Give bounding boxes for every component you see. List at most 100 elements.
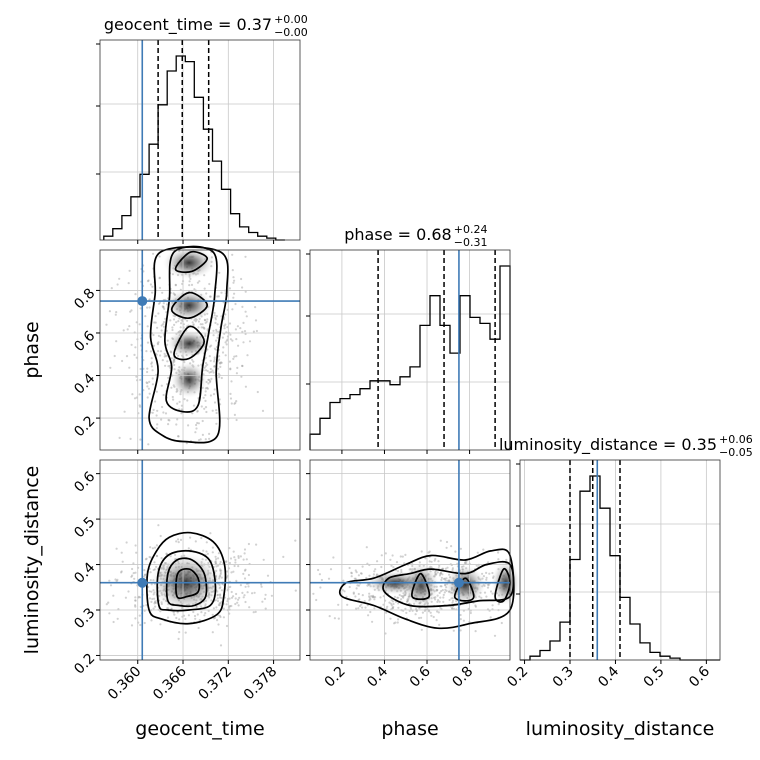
- scatter-point: [243, 548, 247, 551]
- scatter-point: [235, 372, 238, 375]
- scatter-point: [146, 325, 149, 328]
- scatter-point: [204, 356, 207, 359]
- scatter-point: [255, 543, 258, 546]
- scatter-point: [452, 629, 455, 632]
- scatter-point: [184, 617, 187, 621]
- scatter-point: [151, 291, 154, 294]
- scatter-point: [404, 607, 407, 610]
- scatter-point: [232, 595, 235, 598]
- scatter-point: [167, 423, 170, 426]
- scatter-point: [206, 363, 209, 366]
- contour-line: [411, 572, 431, 601]
- scatter-point: [204, 406, 208, 409]
- scatter-point: [244, 385, 247, 388]
- scatter-point: [115, 311, 118, 314]
- scatter-point: [231, 269, 234, 272]
- scatter-point: [363, 600, 366, 603]
- scatter-point: [392, 566, 395, 569]
- scatter-point: [139, 367, 142, 371]
- scatter-point: [200, 405, 203, 408]
- scatter-point: [404, 553, 407, 557]
- scatter-point: [485, 576, 488, 579]
- scatter-point: [195, 427, 198, 430]
- scatter-point: [160, 324, 163, 327]
- scatter-point: [217, 372, 220, 375]
- scatter-point: [121, 560, 124, 563]
- scatter-point: [214, 318, 217, 321]
- scatter-point: [105, 323, 108, 326]
- scatter-point: [225, 603, 228, 606]
- scatter-point: [209, 359, 212, 362]
- scatter-point: [229, 557, 233, 560]
- scatter-point: [139, 623, 142, 627]
- scatter-point: [146, 385, 149, 388]
- scatter-point: [204, 612, 207, 615]
- scatter-point: [124, 596, 127, 599]
- y-tick-label: 0.2: [71, 651, 98, 678]
- scatter-point: [232, 550, 235, 553]
- scatter-point: [203, 407, 206, 410]
- scatter-point: [134, 605, 137, 608]
- scatter-point: [160, 557, 163, 560]
- scatter-point: [149, 350, 152, 353]
- scatter-point: [177, 435, 180, 438]
- scatter-point: [241, 286, 244, 289]
- scatter-point: [371, 620, 374, 623]
- scatter-point: [170, 357, 173, 360]
- scatter-point: [217, 557, 220, 560]
- scatter-point: [232, 281, 235, 284]
- scatter-point: [237, 556, 240, 560]
- scatter-point: [239, 584, 242, 587]
- scatter-point: [452, 607, 456, 611]
- scatter-point: [237, 604, 240, 607]
- scatter-point: [442, 596, 445, 599]
- y-axis-label: phase: [21, 321, 43, 378]
- scatter-point: [246, 591, 249, 594]
- scatter-point: [116, 617, 119, 620]
- scatter-point: [241, 364, 244, 367]
- scatter-point: [373, 607, 376, 610]
- scatter-point: [201, 433, 204, 436]
- y-tick-label: 0.5: [71, 514, 98, 541]
- scatter-point: [440, 576, 443, 579]
- scatter-point: [200, 611, 203, 614]
- scatter-point: [105, 603, 108, 606]
- scatter-point: [146, 382, 149, 385]
- scatter-point: [196, 421, 199, 425]
- scatter-point: [497, 603, 500, 606]
- scatter-panel-geocent_time-phase: [99, 249, 301, 451]
- scatter-point: [261, 600, 264, 603]
- scatter-point: [232, 276, 235, 279]
- scatter-point: [486, 583, 490, 586]
- scatter-point: [131, 567, 134, 571]
- scatter-point: [224, 313, 227, 316]
- scatter-point: [134, 571, 137, 574]
- truth-point: [453, 577, 464, 588]
- scatter-point: [204, 365, 207, 368]
- scatter-point: [260, 583, 263, 586]
- histogram-panel-geocent_time: [99, 39, 301, 241]
- scatter-point: [428, 560, 431, 563]
- scatter-point: [148, 597, 152, 600]
- scatter-point: [244, 310, 247, 313]
- scatter-point: [451, 567, 454, 570]
- scatter-point: [199, 438, 202, 441]
- scatter-point: [116, 283, 119, 286]
- scatter-point: [149, 556, 152, 559]
- scatter-point: [401, 595, 404, 598]
- scatter-point: [155, 544, 158, 547]
- scatter-point: [197, 626, 200, 630]
- scatter-point: [229, 368, 232, 371]
- scatter-point: [150, 362, 153, 365]
- scatter-point: [270, 594, 273, 597]
- contour-line: [156, 549, 217, 612]
- scatter-point: [177, 435, 180, 438]
- scatter-point: [151, 411, 154, 414]
- scatter-point: [242, 321, 245, 324]
- scatter-point: [209, 379, 212, 382]
- scatter-point: [162, 302, 165, 305]
- scatter-point: [437, 560, 440, 563]
- scatter-point: [320, 578, 323, 582]
- scatter-point: [167, 418, 170, 422]
- scatter-point: [444, 577, 447, 580]
